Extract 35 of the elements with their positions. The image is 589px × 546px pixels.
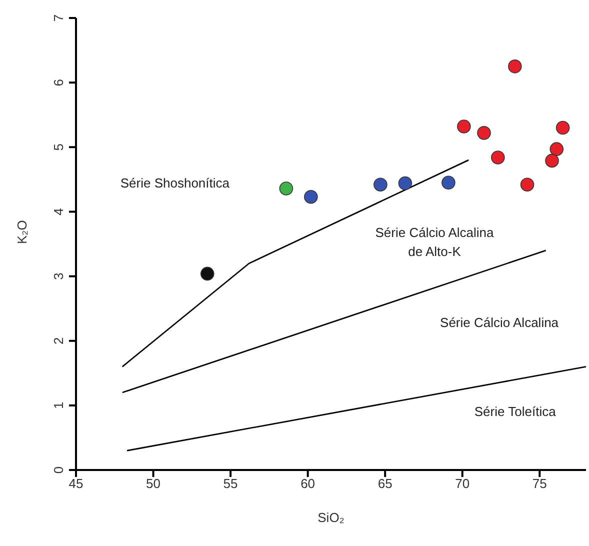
y-tick-label: 5 [51,144,66,151]
y-tick-label: 2 [51,337,66,344]
x-tick-label: 50 [146,476,161,492]
x-tick-label: 75 [532,476,547,492]
point [545,154,559,168]
x-tick-label: 70 [455,476,470,492]
point [442,176,456,190]
x-tick-label: 60 [300,476,316,492]
point [304,190,318,204]
point [398,176,412,190]
y-tick-label: 0 [51,466,66,474]
point [477,126,491,140]
x-tick-label: 45 [68,476,84,492]
y-tick-label: 3 [51,272,66,280]
point [200,266,214,281]
x-tick-label: 65 [378,476,392,492]
point [556,120,570,135]
point [508,60,522,74]
y-tick-label: 6 [51,78,66,86]
point [520,178,534,192]
annotation: Série Shoshonítica [120,175,230,190]
y-tick-label: 4 [51,208,66,216]
y-axis-title: K₂O [14,220,30,244]
x-axis-title: SiO₂ [318,510,344,525]
point [457,120,471,134]
point [491,150,505,164]
x-tick-label: 55 [223,476,238,492]
y-tick-label: 7 [51,14,66,22]
point [279,182,294,196]
annotation: Série Toleítica [474,403,557,418]
annotation: Série Cálcio Alcalina [440,314,560,330]
y-tick-label: 1 [51,402,66,410]
point [374,178,388,192]
point [550,142,564,156]
annotation: Série Cálcio Alcalina de Alto-K [375,224,495,258]
